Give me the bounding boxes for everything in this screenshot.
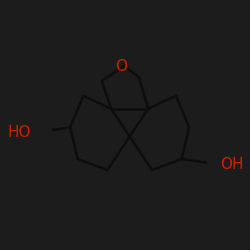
Text: HO: HO bbox=[8, 126, 32, 140]
Text: O: O bbox=[115, 58, 127, 74]
Text: OH: OH bbox=[220, 157, 244, 172]
